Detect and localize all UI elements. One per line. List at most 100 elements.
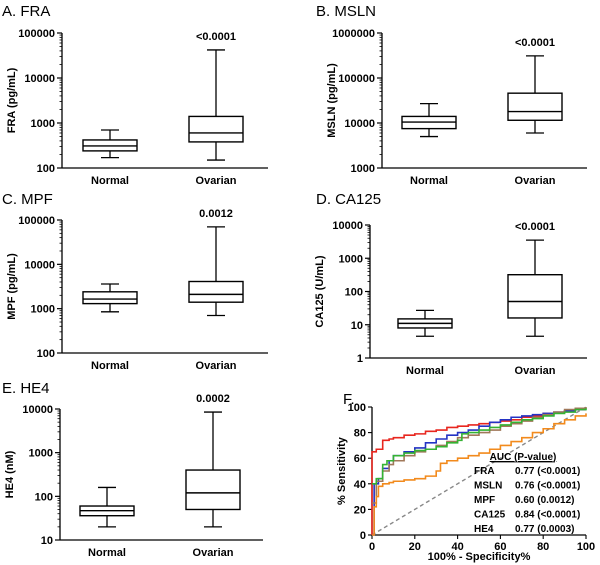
category-label: Normal [91, 175, 129, 187]
legend-name: MPF [474, 495, 495, 506]
panel-d: D. CA125 1 10 100 1000 10000 CA125 (U/mL) Norma… [314, 191, 587, 377]
y-tick-label: 1000 [29, 448, 53, 460]
box-normal [82, 283, 138, 313]
p-value: <0.0001 [196, 31, 236, 43]
y-tick-label: 10000 [332, 220, 363, 232]
y-tick-label: 40 [354, 479, 366, 491]
category-label: Ovarian [193, 547, 234, 559]
panel-title: C. MPF [2, 191, 53, 208]
category-label: Ovarian [515, 175, 556, 187]
legend-auc: 0.84 (<0.0001) [515, 510, 580, 521]
y-tick-label: 0 [360, 530, 366, 542]
box-iqr [507, 274, 563, 319]
box-normal [401, 102, 457, 138]
y-tick-label: 1000 [339, 253, 363, 265]
panel-a: A. FRA 100 1000 10000 100000 FRA (pg/mL) Norma… [2, 3, 268, 187]
p-value: 0.0002 [196, 393, 230, 405]
box-ovarian [188, 226, 244, 317]
panel-title: A. FRA [2, 3, 50, 20]
legend-auc: 0.76 (<0.0001) [515, 481, 580, 492]
roc-curve-he4 [372, 413, 587, 536]
legend-auc: 0.77 (<0.0001) [515, 466, 580, 477]
y-axis-label: CA125 (U/mL) [314, 255, 326, 327]
y-tick-label: 100 [37, 163, 55, 175]
y-axis-label: FRA (pg/mL) [6, 67, 18, 133]
category-label: Normal [410, 175, 448, 187]
panel-e: E. HE4 10 100 1000 10000 HE4 (nM) Normal Ovaria… [2, 380, 263, 559]
y-tick-label: 100000 [18, 28, 55, 40]
y-tick-label: 100 [345, 287, 363, 299]
x-tick-label: 60 [494, 541, 506, 553]
y-axis-label: MPF (pg/mL) [6, 253, 18, 320]
legend-name: HE4 [474, 524, 494, 535]
y-tick-label: 100 [37, 348, 55, 360]
x-tick-label: 20 [409, 541, 421, 553]
x-tick-label: 80 [537, 541, 549, 553]
box-normal [82, 129, 138, 159]
y-tick-label: 100000 [18, 215, 55, 227]
y-axis-label: % Sensitivity [336, 436, 348, 505]
box-iqr [188, 280, 244, 303]
y-axis-label: MSLN (pg/mL) [326, 63, 338, 138]
box-normal [397, 309, 453, 337]
box-iqr [185, 469, 241, 511]
y-tick-label: 10000 [24, 73, 55, 85]
legend-auc: 0.60 (0.0012) [515, 495, 575, 506]
y-tick-label: 80 [354, 428, 366, 440]
category-label: Normal [88, 547, 126, 559]
box-iqr [507, 92, 563, 121]
y-tick-label: 1000 [31, 304, 55, 316]
legend-name: MSLN [474, 481, 502, 492]
panel-title: D. CA125 [316, 191, 381, 208]
x-tick-label: 100 [577, 541, 595, 553]
y-tick-label: 10000 [344, 118, 375, 130]
y-tick-label: 1000000 [332, 28, 375, 40]
category-label: Normal [406, 365, 444, 377]
y-axis-label: HE4 (nM) [4, 450, 16, 498]
panel-title: F. [343, 391, 355, 408]
category-label: Normal [91, 360, 129, 372]
panel-c: C. MPF 100 1000 10000 100000 MPF (pg/mL) Norma… [2, 191, 268, 372]
y-tick-label: 10 [41, 535, 53, 547]
legend-auc: 0.77 (0.0003) [515, 524, 575, 535]
panel-b: B. MSLN 1000 10000 100000 1000000 MSLN (pg/mL… [316, 3, 587, 187]
box-ovarian [507, 239, 563, 337]
y-tick-label: 1000 [31, 118, 55, 130]
legend-title: AUC (P-value) [490, 452, 557, 463]
box-ovarian [185, 411, 241, 528]
y-tick-label: 20 [354, 504, 366, 516]
box-iqr [82, 291, 138, 305]
p-value: <0.0001 [515, 221, 555, 233]
y-tick-label: 100 [348, 402, 366, 414]
legend: AUC (P-value) FRA 0.77 (<0.0001) MSLN 0.76 (… [474, 452, 580, 535]
p-value: <0.0001 [515, 37, 555, 49]
legend-name: FRA [474, 466, 495, 477]
panel-title: E. HE4 [2, 380, 50, 397]
category-label: Ovarian [196, 175, 237, 187]
category-label: Ovarian [515, 365, 556, 377]
box-normal [79, 486, 135, 528]
y-tick-label: 100000 [338, 73, 375, 85]
x-tick-label: 0 [369, 541, 375, 553]
category-label: Ovarian [196, 360, 237, 372]
panel-f-roc: F. 0 20 40 60 80 100 0 20 40 60 80 100 100% - Specifi… [336, 391, 595, 563]
y-tick-label: 10 [351, 320, 363, 332]
box-iqr [188, 115, 244, 143]
roc-curve-ca125 [372, 408, 587, 485]
y-tick-label: 100 [35, 491, 53, 503]
x-axis-label: 100% - Specificity% [428, 551, 531, 563]
x-tick-label: 40 [451, 541, 463, 553]
y-tick-label: 1000 [351, 163, 375, 175]
y-tick-label: 10000 [24, 259, 55, 271]
y-tick-label: 1 [357, 353, 363, 365]
y-tick-label: 10000 [22, 404, 53, 416]
box-ovarian [188, 49, 244, 161]
box-ovarian [507, 55, 563, 134]
roc-curve-mpf [372, 407, 587, 504]
panel-title: B. MSLN [316, 3, 376, 20]
y-tick-label: 60 [354, 453, 366, 465]
legend-name: CA125 [474, 510, 506, 521]
p-value: 0.0012 [199, 208, 233, 220]
